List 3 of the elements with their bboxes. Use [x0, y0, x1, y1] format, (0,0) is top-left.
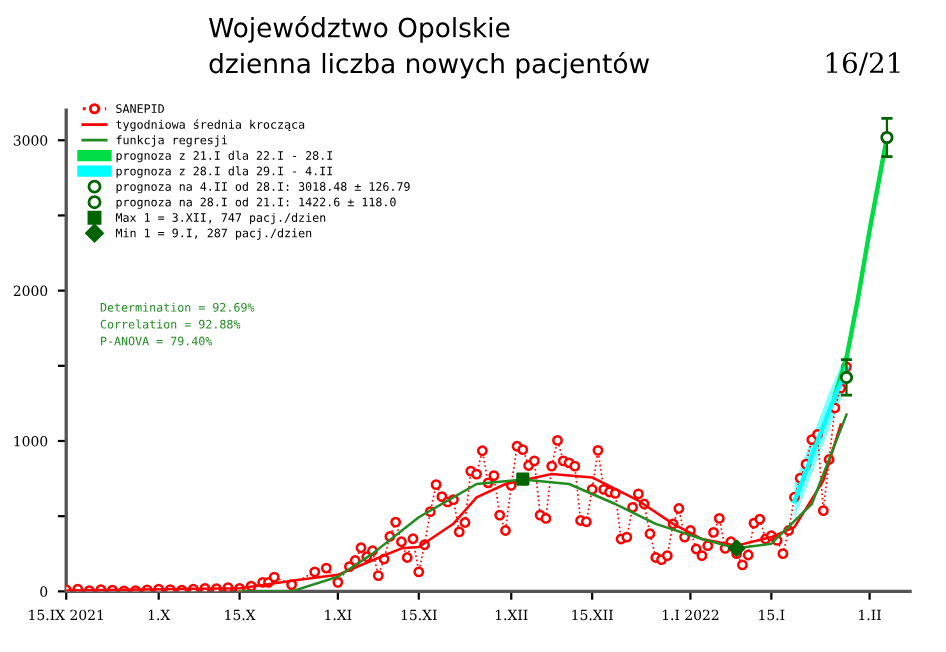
chart-title: Województwo Opolskie [209, 16, 510, 43]
text: 16/21 [826, 52, 900, 76]
chart-subtitle: dzienna liczba nowych pacjentów [209, 51, 650, 79]
